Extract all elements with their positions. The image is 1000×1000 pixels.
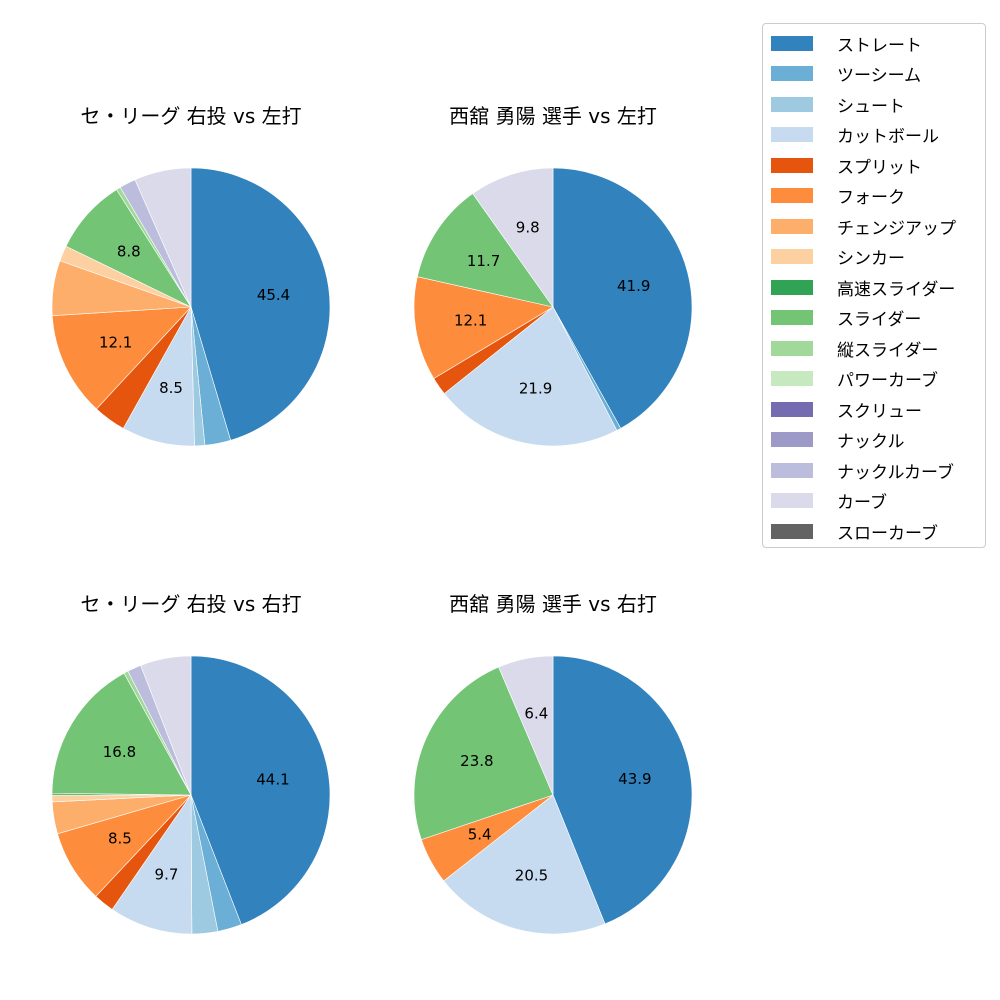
legend-swatch-icon — [771, 218, 813, 234]
legend-swatch-icon — [771, 523, 813, 539]
legend-label: スローカーブ — [837, 523, 938, 544]
legend-label: パワーカーブ — [837, 371, 938, 391]
legend: ストレート ツーシーム シュート カットボール スプリット フォーク チェンジア… — [762, 23, 986, 548]
legend-label: シンカー — [837, 249, 905, 269]
legend-label: スクリュー — [837, 401, 922, 422]
legend-label: ストレート — [837, 35, 922, 56]
pie-slice — [443, 306, 618, 447]
legend-swatch-icon — [771, 188, 813, 203]
legend-item: チェンジアップ — [771, 214, 956, 239]
pie-slice — [190, 167, 331, 441]
chart-title: セ・リーグ 右投 vs 左打 — [80, 104, 302, 128]
pie-slice — [413, 666, 554, 840]
pie-slice — [498, 655, 554, 796]
slice-value-label: 8.5 — [159, 379, 183, 397]
legend-label: カットボール — [837, 127, 939, 147]
legend-label: チェンジアップ — [837, 218, 956, 239]
pie-slice — [416, 193, 554, 308]
legend-label: カーブ — [837, 493, 887, 513]
legend-swatch-icon — [771, 493, 813, 508]
pie-slice — [443, 794, 606, 935]
legend-item: シンカー — [771, 245, 905, 269]
pie-chart-2: 西舘 勇陽 選手 vs 左打 — [393, 100, 713, 500]
pie-slice — [111, 794, 193, 935]
slice-value-label: 8.5 — [108, 830, 132, 848]
legend-label: 縦スライダー — [837, 340, 939, 361]
legend-item: カーブ — [771, 489, 887, 513]
slice-value-label: 12.1 — [454, 311, 487, 329]
slice-value-label: 20.5 — [515, 867, 548, 885]
slice-value-label: 43.9 — [618, 770, 651, 788]
slice-value-label: 6.4 — [524, 704, 548, 722]
slice-value-label: 45.4 — [257, 286, 290, 304]
legend-swatch-icon — [771, 35, 813, 51]
slice-value-label: 16.8 — [103, 743, 136, 761]
slice-value-label: 21.9 — [519, 380, 552, 398]
legend-item: フォーク — [771, 184, 905, 208]
slice-value-label: 23.8 — [460, 752, 493, 770]
legend-label: ツーシーム — [837, 66, 922, 86]
slice-value-label: 5.4 — [468, 826, 492, 844]
legend-item: ツーシーム — [771, 62, 921, 86]
legend-label: 高速スライダー — [837, 279, 956, 300]
legend-label: スライダー — [837, 310, 922, 330]
legend-swatch-icon — [771, 249, 813, 264]
legend-item: カットボール — [771, 123, 939, 147]
pie-slice — [472, 167, 554, 308]
legend-item: スライダー — [771, 306, 921, 330]
legend-swatch-icon — [771, 157, 813, 173]
legend-item: ストレート — [771, 31, 922, 56]
legend-swatch-icon — [771, 401, 813, 417]
chart-title: 西舘 勇陽 選手 vs 右打 — [449, 592, 657, 616]
slice-value-label: 12.1 — [99, 334, 132, 352]
slice-value-label: 41.9 — [617, 277, 650, 295]
pie-slice — [51, 306, 192, 410]
legend-swatch-icon — [771, 371, 813, 386]
slice-value-label: 8.8 — [117, 242, 141, 260]
slice-value-label: 9.8 — [516, 219, 540, 237]
legend-label: フォーク — [837, 188, 905, 208]
legend-item: ナックル — [771, 428, 905, 452]
chart-title: 西舘 勇陽 選手 vs 左打 — [449, 104, 657, 128]
slice-value-label: 44.1 — [256, 771, 289, 789]
legend-label: スプリット — [837, 157, 922, 178]
legend-swatch-icon — [771, 432, 813, 447]
legend-swatch-icon — [771, 340, 813, 356]
legend-label: ナックル — [837, 432, 905, 452]
pie-chart-4: 西舘 勇陽 選手 vs 右打 — [393, 588, 713, 988]
legend-item: ナックルカーブ — [771, 458, 954, 483]
pie-slice — [552, 167, 693, 429]
legend-swatch-icon — [771, 66, 813, 81]
pie-slice — [140, 655, 192, 796]
pie-chart-1: セ・リーグ 右投 vs 左打 — [31, 100, 351, 500]
slice-value-label: 11.7 — [467, 252, 500, 270]
legend-swatch-icon — [771, 462, 813, 478]
legend-item: 縦スライダー — [771, 336, 939, 361]
pie-slice — [51, 672, 192, 796]
legend-item: 高速スライダー — [771, 275, 956, 300]
legend-item: スローカーブ — [771, 519, 938, 544]
legend-swatch-icon — [771, 279, 813, 295]
chart-title: セ・リーグ 右投 vs 右打 — [80, 592, 302, 616]
pie-slice — [552, 655, 693, 925]
legend-item: スクリュー — [771, 397, 922, 422]
legend-item: シュート — [771, 92, 905, 117]
pie-slice — [134, 167, 192, 308]
pie-chart-3: セ・リーグ 右投 vs 右打 — [31, 588, 351, 988]
legend-item: スプリット — [771, 153, 922, 178]
pie-slice — [190, 655, 331, 925]
slice-value-label: 9.7 — [155, 866, 179, 884]
legend-label: シュート — [837, 96, 905, 117]
legend-label: ナックルカーブ — [837, 462, 954, 483]
legend-swatch-icon — [771, 310, 813, 325]
pie-slice — [413, 276, 554, 379]
legend-swatch-icon — [771, 96, 813, 112]
legend-swatch-icon — [771, 127, 813, 142]
legend-item: パワーカーブ — [771, 367, 938, 391]
